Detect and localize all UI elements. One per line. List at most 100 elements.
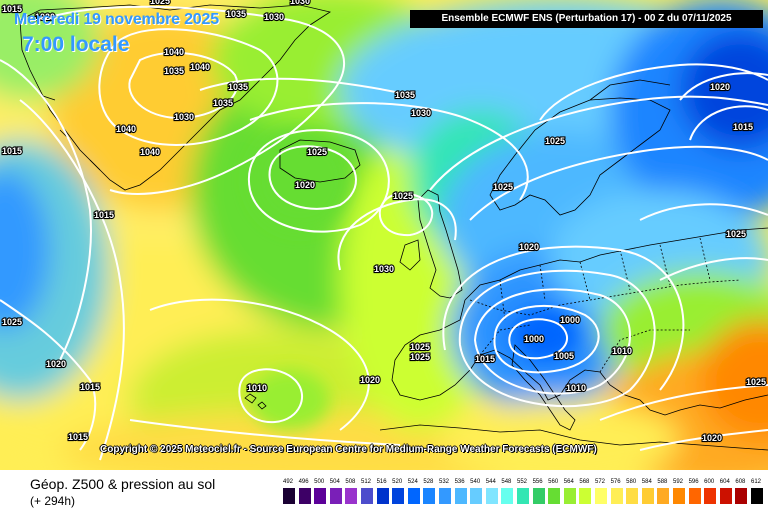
scale-label: 512 xyxy=(360,479,371,485)
isobar-label: 1025 xyxy=(545,136,565,146)
scale-swatch xyxy=(485,488,498,504)
isobar-label: 1020 xyxy=(46,359,66,369)
scale-swatch xyxy=(641,488,654,504)
scale-swatch xyxy=(298,488,311,504)
scale-label: 548 xyxy=(501,479,512,485)
isobar-label: 1000 xyxy=(560,315,580,325)
italy-coast xyxy=(511,344,576,431)
scale-swatch xyxy=(517,488,529,504)
scale-label: 536 xyxy=(454,479,465,485)
iceland-coast xyxy=(279,139,361,183)
scale-swatch xyxy=(532,488,545,504)
scale-label: 504 xyxy=(329,479,340,485)
scale-swatch xyxy=(470,488,483,504)
isobar-label: 1025 xyxy=(410,352,430,362)
isobar-label: 1015 xyxy=(2,146,22,156)
isobar-label: 1040 xyxy=(190,62,210,72)
scale-label: 544 xyxy=(485,479,496,485)
isobar-label: 1020 xyxy=(710,82,730,92)
isobar-label: 1015 xyxy=(2,4,22,14)
scale-swatch xyxy=(595,488,607,504)
scale-swatch xyxy=(454,488,467,504)
scale-label: 580 xyxy=(626,479,637,485)
scale-swatch xyxy=(548,488,561,504)
isobar-1030 xyxy=(249,102,529,201)
africa-coast xyxy=(379,424,768,451)
scale-swatch xyxy=(407,488,420,504)
scale-label: 492 xyxy=(282,479,293,485)
scale-label: 556 xyxy=(532,479,543,485)
scale-label: 584 xyxy=(641,479,652,485)
isobar-label: 1035 xyxy=(228,82,248,92)
isobar-label: 1015 xyxy=(68,432,88,442)
scale-swatch xyxy=(735,488,748,504)
isobar-label: 1035 xyxy=(395,90,415,100)
isobar-label: 1025 xyxy=(410,342,430,352)
scale-swatch xyxy=(751,488,763,504)
scale-swatch xyxy=(626,488,639,504)
scale-label: 576 xyxy=(610,479,621,485)
forecast-map: 1015 1020 1025 1030 1035 1040 1030 1035 … xyxy=(0,0,768,470)
scale-label: 564 xyxy=(563,479,574,485)
isobar-greenland-high xyxy=(98,28,279,146)
scale-label: 572 xyxy=(594,479,605,485)
scale-swatch xyxy=(704,488,717,504)
scale-swatch xyxy=(657,488,670,504)
scale-label: 588 xyxy=(657,479,668,485)
scale-label: 516 xyxy=(376,479,387,485)
scale-swatch xyxy=(610,488,623,504)
scale-label: 600 xyxy=(704,479,715,485)
scale-label: 592 xyxy=(672,479,683,485)
scale-swatch xyxy=(563,488,576,504)
isobar-label: 1040 xyxy=(164,47,184,57)
isobars xyxy=(0,5,768,461)
isobar-azores-low xyxy=(238,368,304,424)
scale-label: 568 xyxy=(579,479,590,485)
forecast-date: Mercredi 19 novembre 2025 xyxy=(14,11,219,28)
isobar-label: 1040 xyxy=(140,147,160,157)
scale-label: 524 xyxy=(407,479,418,485)
scale-swatch xyxy=(376,488,389,504)
variable-title: Géop. Z500 & pression au sol xyxy=(30,476,216,492)
isobar-label: 1025 xyxy=(150,0,170,6)
scale-label: 560 xyxy=(548,479,559,485)
scale-swatch xyxy=(345,488,358,504)
isobar-label: 1010 xyxy=(612,346,632,356)
scale-swatch xyxy=(423,488,436,504)
scale-swatch xyxy=(392,488,405,504)
scale-label: 528 xyxy=(423,479,434,485)
isobar-label: 1010 xyxy=(566,383,586,393)
isobar-label: 1025 xyxy=(307,147,327,157)
isobar-label: 1035 xyxy=(213,98,233,108)
isobar-label: 1025 xyxy=(493,182,513,192)
isobar-iceland-1020 xyxy=(268,145,357,210)
isobar-labels: 1015 1020 1025 1030 1035 1040 1030 1035 … xyxy=(1,0,767,444)
isobar-label: 1035 xyxy=(164,66,184,76)
scale-label: 604 xyxy=(719,479,730,485)
scale-label: 532 xyxy=(438,479,449,485)
scale-swatch xyxy=(673,488,685,504)
isobar-label: 1040 xyxy=(116,124,136,134)
isobar-label: 1020 xyxy=(295,180,315,190)
isobar-label: 1015 xyxy=(80,382,100,392)
scale-swatch xyxy=(329,488,342,504)
isobar-1025-small xyxy=(378,192,434,237)
z500-field xyxy=(0,0,768,470)
isobar-label: 1030 xyxy=(174,112,194,122)
isobar-label: 1015 xyxy=(733,122,753,132)
isobar-1035 xyxy=(199,77,411,96)
scale-swatch xyxy=(719,488,732,504)
lead-time: (+ 294h) xyxy=(30,494,76,508)
scale-label: 612 xyxy=(750,479,761,485)
isobar-label: 1005 xyxy=(554,351,574,361)
isobar-low-1000 xyxy=(508,318,569,360)
isobar-label: 1025 xyxy=(726,229,746,239)
map-canvas: 1015 1020 1025 1030 1035 1040 1030 1035 … xyxy=(0,0,768,470)
scale-swatch xyxy=(501,488,514,504)
isobar-label: 1020 xyxy=(702,433,722,443)
scale-label: 540 xyxy=(470,479,481,485)
isobar-label: 1030 xyxy=(264,12,284,22)
isobar-label: 1020 xyxy=(360,375,380,385)
isobar-west-1015 xyxy=(0,59,92,361)
isobar-label: 1025 xyxy=(2,317,22,327)
